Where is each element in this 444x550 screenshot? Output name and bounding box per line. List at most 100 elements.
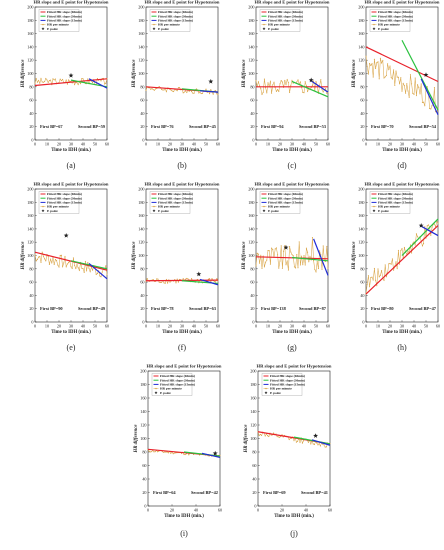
hr-point bbox=[395, 70, 397, 72]
y-tick-label: 0 bbox=[362, 138, 364, 143]
hr-point bbox=[413, 93, 415, 95]
y-tick-label: 40 bbox=[360, 111, 364, 116]
legend-box bbox=[149, 9, 191, 32]
hr-point bbox=[65, 266, 67, 268]
hr-point bbox=[74, 264, 76, 266]
y-tick-label: 200 bbox=[358, 5, 364, 10]
y-tick-label: 40 bbox=[140, 293, 144, 298]
hr-point bbox=[379, 57, 381, 59]
x-tick-label: 60 bbox=[105, 142, 109, 147]
x-axis-label: Time to IDH (min.) bbox=[382, 148, 422, 153]
x-tick-label: 10 bbox=[45, 324, 49, 329]
y-tick-label: 180 bbox=[358, 200, 364, 205]
legend-entry: Fitted HR slope (30min) bbox=[47, 14, 82, 18]
hr-point bbox=[424, 226, 426, 228]
slope-30min-line bbox=[183, 451, 221, 457]
hr-point bbox=[314, 268, 316, 271]
hr-point bbox=[57, 264, 59, 266]
hr-point bbox=[369, 286, 371, 288]
legend-entry: Fitted HR slope (15min) bbox=[268, 201, 303, 205]
y-tick-label: 0 bbox=[31, 138, 33, 143]
hr-point bbox=[403, 85, 405, 87]
y-axis-label: HR difference bbox=[21, 241, 26, 271]
y-tick-label: 80 bbox=[360, 266, 364, 271]
hr-point bbox=[215, 281, 217, 283]
hr-point bbox=[263, 78, 265, 80]
panel-letter: (a) bbox=[67, 161, 76, 170]
x-tick-label: 20 bbox=[57, 142, 61, 147]
y-tick-label: 140 bbox=[27, 44, 33, 49]
legend-swatch-star bbox=[152, 27, 156, 30]
x-tick-label: 10 bbox=[266, 142, 270, 147]
hr-point bbox=[255, 265, 257, 267]
hr-point bbox=[183, 454, 185, 456]
y-tick-label: 180 bbox=[138, 200, 144, 205]
x-tick-label: 60 bbox=[436, 324, 440, 329]
hr-point bbox=[47, 81, 49, 83]
hr-point bbox=[77, 267, 79, 269]
hr-point bbox=[174, 279, 176, 281]
legend: Fitted HR slope (60min)Fitted HR slope (… bbox=[261, 373, 305, 396]
hr-point bbox=[290, 84, 292, 86]
legend-entry: Fitted HR slope (30min) bbox=[158, 196, 193, 200]
hr-point bbox=[60, 254, 62, 256]
y-tick-label: 120 bbox=[138, 58, 144, 63]
hr-point bbox=[40, 77, 42, 79]
legend-box bbox=[259, 9, 301, 32]
slope-15min-line bbox=[419, 225, 439, 237]
y-axis-label: HR difference bbox=[21, 59, 26, 89]
hr-point bbox=[263, 266, 265, 268]
hr-point bbox=[274, 87, 276, 89]
hr-point bbox=[417, 236, 419, 238]
hr-point bbox=[216, 278, 218, 280]
legend-entry: HR per minute bbox=[378, 23, 400, 27]
legend-swatch-star bbox=[264, 391, 268, 394]
hr-point bbox=[281, 434, 283, 436]
hr-point bbox=[53, 79, 55, 81]
x-tick-label: 0 bbox=[145, 324, 147, 329]
hr-point bbox=[53, 263, 55, 266]
hr-point bbox=[68, 79, 70, 81]
hr-point bbox=[54, 78, 56, 80]
y-tick-label: 60 bbox=[250, 98, 254, 103]
y-tick-label: 200 bbox=[27, 5, 33, 10]
hr-point bbox=[408, 96, 410, 98]
y-tick-label: 200 bbox=[250, 369, 256, 374]
hr-point bbox=[367, 73, 369, 75]
hr-point bbox=[105, 82, 107, 84]
hr-point bbox=[393, 269, 395, 271]
x-tick-label: 40 bbox=[302, 142, 306, 147]
hr-point bbox=[419, 93, 421, 95]
chart-title: HR slope and E point for Hypotension bbox=[255, 0, 330, 5]
hr-point bbox=[286, 260, 288, 262]
hr-point bbox=[286, 78, 288, 81]
hr-point bbox=[163, 282, 165, 284]
x-tick-label: 20 bbox=[280, 508, 284, 513]
y-tick-label: 40 bbox=[142, 477, 146, 482]
hr-point bbox=[70, 266, 72, 268]
legend: Fitted HR slope (60min)Fitted HR slope (… bbox=[38, 9, 82, 32]
x-tick-label: 50 bbox=[424, 142, 428, 147]
hr-point bbox=[175, 89, 177, 91]
legend-box bbox=[369, 191, 411, 214]
y-tick-label: 80 bbox=[142, 450, 146, 455]
slope-30min-line bbox=[401, 39, 439, 111]
hr-point bbox=[303, 440, 305, 442]
first-bp-annotation: First BP=67 bbox=[40, 124, 63, 129]
hr-point bbox=[96, 77, 98, 80]
chart-panel-8: HR slope and E point for Hypotension 0 20 4… bbox=[352, 182, 440, 353]
y-tick-label: 200 bbox=[140, 369, 146, 374]
hr-point bbox=[167, 452, 169, 454]
hr-point bbox=[183, 91, 185, 93]
x-tick-label: 20 bbox=[278, 142, 282, 147]
legend: Fitted HR slope (60min)Fitted HR slope (… bbox=[259, 191, 303, 214]
y-tick-label: 160 bbox=[248, 213, 254, 218]
y-tick-label: 180 bbox=[248, 18, 254, 23]
legend-swatch-star bbox=[154, 391, 158, 394]
hr-point bbox=[418, 87, 420, 89]
hr-point bbox=[268, 435, 270, 438]
x-axis-label: Time to IDH (min.) bbox=[51, 330, 91, 335]
hr-point bbox=[80, 83, 82, 85]
x-tick-label: 10 bbox=[266, 324, 270, 329]
hr-point bbox=[100, 80, 102, 82]
